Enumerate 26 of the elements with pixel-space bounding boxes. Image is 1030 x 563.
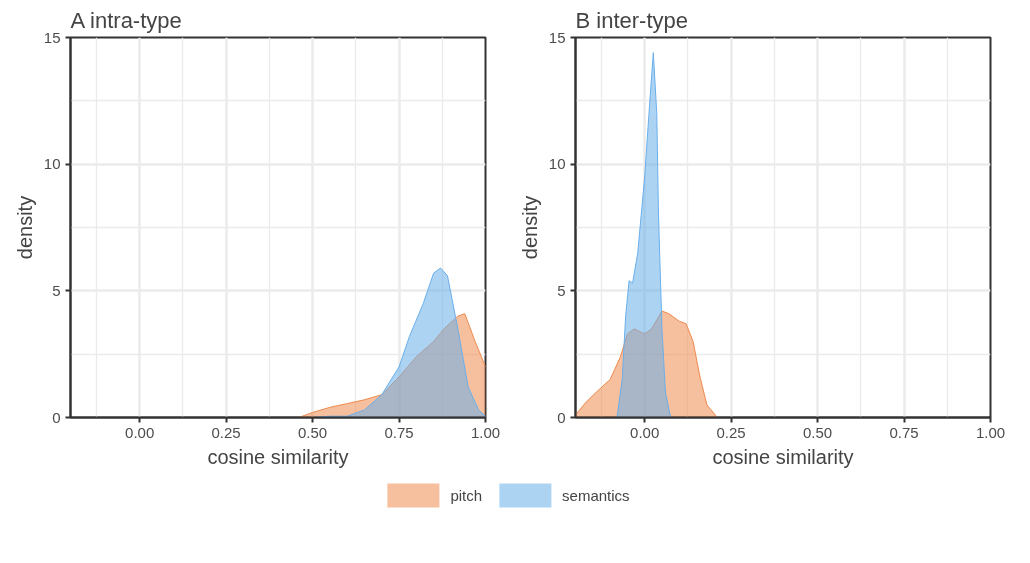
x-tick-label: 0.50 (297, 423, 328, 441)
x-tick-label: 1.00 (470, 423, 501, 441)
x-tick-label: 0.75 (889, 423, 919, 441)
x-tick-label: 1.00 (975, 423, 1006, 441)
chart-title: B inter-type (575, 7, 688, 33)
x-axis-title: cosine similarity (712, 445, 854, 468)
y-tick-label: 5 (52, 281, 61, 299)
x-tick-label: 0.25 (716, 423, 746, 441)
x-axis-title: cosine similarity (207, 445, 349, 468)
y-tick-label: 0 (557, 408, 566, 426)
legend-label: semantics (562, 486, 630, 504)
y-tick-label: 0 (52, 408, 61, 426)
x-tick-label: 0.00 (630, 423, 660, 441)
y-axis-title: density (13, 195, 36, 260)
x-tick-label: 0.75 (384, 423, 414, 441)
y-tick-label: 5 (557, 281, 566, 299)
y-tick-label: 15 (548, 28, 566, 46)
y-tick-label: 10 (548, 155, 566, 173)
y-axis-title: density (518, 195, 541, 260)
x-tick-label: 0.50 (802, 423, 833, 441)
x-tick-label: 0.00 (125, 423, 155, 441)
y-tick-label: 15 (43, 28, 61, 46)
y-tick-label: 10 (43, 155, 61, 173)
x-tick-label: 0.25 (211, 423, 241, 441)
chart-title: A intra-type (70, 7, 182, 33)
legend-label: pitch (450, 486, 483, 504)
